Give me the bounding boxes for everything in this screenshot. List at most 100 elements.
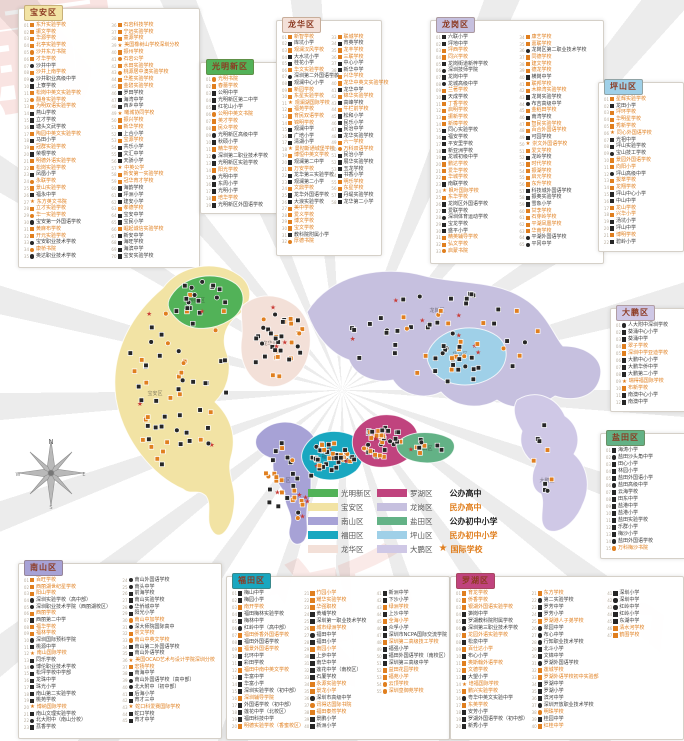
international-school-icon: ★ <box>300 513 306 521</box>
district-panel-longhua: 龙华区 01 新智学校 02 库坑小学 03 观澜汉风学校 04 大水坑小学 05 桂花小学 06 华文… <box>276 17 389 256</box>
school-name: 百仕达小学 <box>467 646 493 652</box>
school-name: 智民实验学校 <box>531 120 562 127</box>
private-school-icon <box>279 445 285 451</box>
school-number: 06 <box>23 56 29 62</box>
school-number: 02 <box>231 598 237 603</box>
school-number: 13 <box>455 675 461 680</box>
private-highschool-icon <box>461 353 467 359</box>
school-item: 58 振奥实验学校 <box>517 195 601 202</box>
school-name: 南山外国语学校 <box>134 576 170 583</box>
school-name: 松泉中学 <box>467 639 488 645</box>
school-number: 17 <box>23 684 29 690</box>
school-item: 23 华强职校 <box>301 604 373 611</box>
school-name: 石岩科技学校 <box>123 21 154 28</box>
public-school-icon <box>284 454 291 461</box>
public-school-icon <box>462 612 467 617</box>
school-item: 65 宝民小学 <box>109 219 197 226</box>
school-number: 14 <box>23 664 29 670</box>
school-name: 鹏兴实验学校 <box>467 688 498 694</box>
public-school-icon <box>197 310 203 316</box>
school-item: 42 木棉湾实验学校 <box>517 88 601 95</box>
school-number: 30 <box>23 220 29 225</box>
school-name: 展华实验学校 <box>343 159 374 166</box>
school-item: 44 蛇口学校 <box>120 711 219 718</box>
school-number: 09 <box>231 647 237 652</box>
public-school-icon <box>238 661 243 666</box>
legend-icon-label: 国际学校 <box>450 544 483 554</box>
public-school-icon <box>438 447 445 453</box>
private-school-icon <box>287 316 294 322</box>
private-school-icon <box>30 145 35 150</box>
school-item: 41 石岩公学 <box>109 56 197 63</box>
school-item: 09 光明新区高级中学 <box>203 132 280 139</box>
public-school-icon <box>392 342 398 348</box>
school-number: 05 <box>23 50 29 56</box>
school-number: 03 <box>605 462 611 467</box>
school-number: 23 <box>23 172 29 178</box>
school-number: 33 <box>435 248 441 254</box>
school-number: 22 <box>23 165 29 171</box>
school-name: 深圳实验学校（初中部） <box>243 688 299 694</box>
public-school-icon <box>613 591 618 596</box>
international-school-icon: ★ <box>408 446 414 454</box>
school-number: 27 <box>281 206 287 212</box>
private-school-icon <box>310 605 315 610</box>
private-school-icon <box>525 162 530 167</box>
private-school-icon <box>442 108 447 113</box>
school-item: 39 桂园中学 <box>529 716 605 723</box>
public-school-icon <box>288 180 293 185</box>
private-school-icon <box>449 366 455 373</box>
school-number: 18 <box>231 710 237 715</box>
school-item: 26 龙岗区外国语学校 <box>433 201 517 208</box>
public-school-icon <box>622 365 627 370</box>
private-school-icon <box>337 180 342 185</box>
public-highschool-icon <box>214 294 220 301</box>
district-label: 龙岗区 <box>410 502 433 512</box>
school-number: 08 <box>205 126 211 131</box>
public-school-icon <box>541 422 547 428</box>
private-school-icon <box>442 162 447 167</box>
private-school-icon <box>382 668 387 673</box>
private-school-icon <box>439 531 447 539</box>
school-name: 孝德学校 <box>123 205 144 212</box>
school-name: 南海中学 <box>134 670 155 677</box>
school-number: 57 <box>331 193 337 199</box>
school-item: 30 宝安第一外国语学校 <box>21 219 109 226</box>
school-number: 08 <box>23 70 29 76</box>
school-item: 30 上步中学 <box>301 653 373 660</box>
school-number: 45 <box>519 108 525 114</box>
school-name: 光明书院 <box>217 76 238 82</box>
school-number: 02 <box>23 584 29 590</box>
district-panel-luohu: 罗湖区 01 育龙学校 02 侨香学校 03 银湖外国语实验学校 04 笋岗中学 05 罗湖教科院附… <box>450 573 684 740</box>
school-name: 深圳职业技术学院（西丽湖校区） <box>35 603 111 610</box>
school-item: 06 盐田高级中学 <box>603 482 682 489</box>
public-school-icon <box>30 84 35 89</box>
school-number: 04 <box>455 612 461 617</box>
public-school-icon <box>273 448 279 454</box>
school-number: 10 <box>615 386 621 391</box>
public-highschool-icon <box>188 284 195 291</box>
school-item: 26 前海学校 <box>120 590 219 597</box>
public-highschool-icon <box>439 489 447 497</box>
public-school-icon <box>432 355 439 362</box>
school-number: 44 <box>376 612 382 617</box>
school-number: 41 <box>331 87 337 93</box>
school-number: 16 <box>603 198 609 204</box>
school-number: 16 <box>455 696 461 701</box>
school-name: 南华中学 <box>316 660 337 666</box>
private-school-icon <box>117 206 122 211</box>
private-school-icon <box>275 354 281 360</box>
public-school-icon <box>212 203 217 208</box>
public-school-icon <box>117 247 122 252</box>
school-number: 26 <box>304 626 310 631</box>
public-school-icon <box>462 640 467 645</box>
public-school-icon <box>622 372 627 377</box>
school-name: 龙华中英文实验学校 <box>343 79 389 86</box>
private-school-icon <box>288 320 294 327</box>
school-item: 02 侨香学校 <box>453 597 529 604</box>
school-name: 宝龙学校 <box>447 221 468 228</box>
public-school-icon <box>290 483 296 489</box>
school-name: 中英公学 <box>124 164 145 171</box>
private-school-icon <box>30 30 35 35</box>
district-panel-nanshan: 南山区 01 百旺学校 02 西丽湖世纪星学校 03 阳山学校 04 深圳实验学校（高中部） 05… <box>18 560 222 739</box>
